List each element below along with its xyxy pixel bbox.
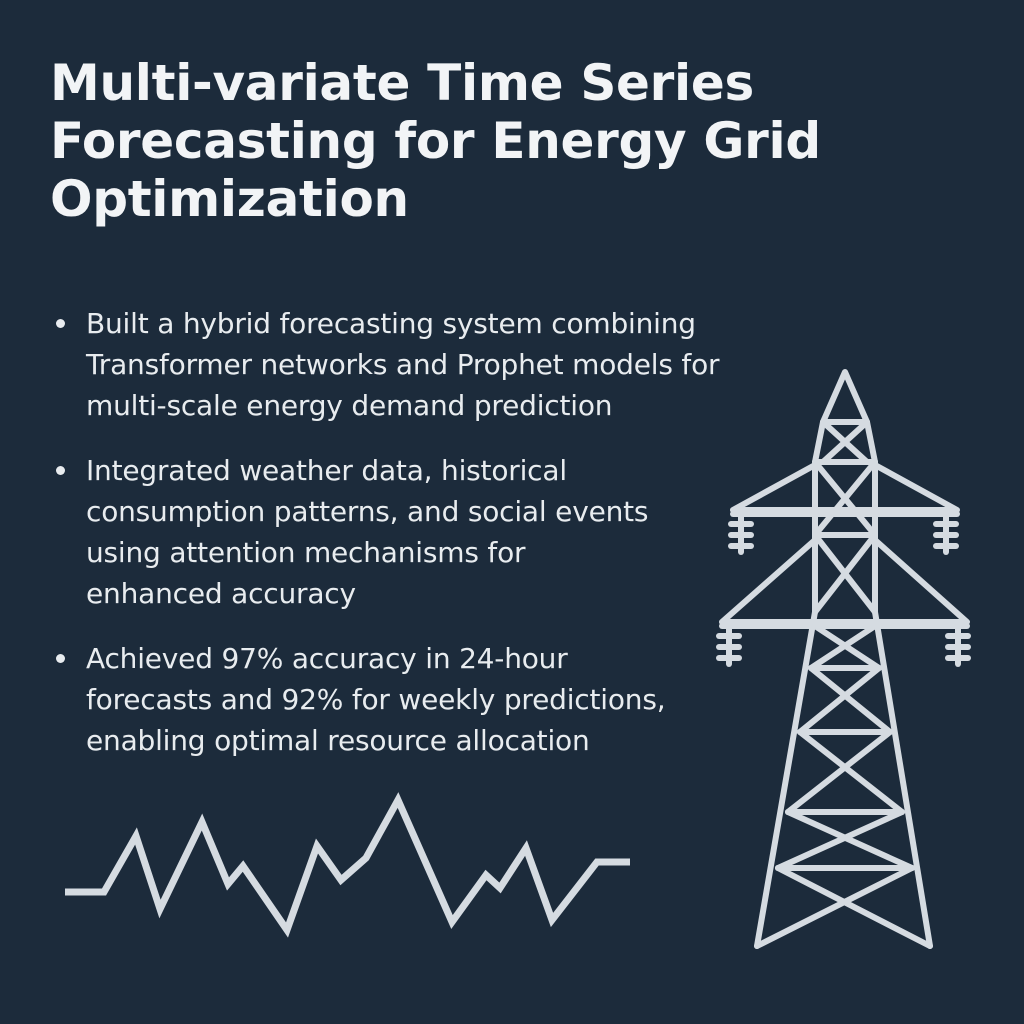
bullet-text-line: multi-scale energy demand prediction <box>86 389 613 422</box>
bullet-text-line: forecasts and 92% for weekly predictions… <box>86 683 666 716</box>
bullet-item-hybrid-system: Built a hybrid forecasting system combin… <box>52 303 812 426</box>
bullet-text-line: Transformer networks and Prophet models … <box>86 348 720 381</box>
time-series-wave-icon <box>65 792 630 938</box>
bullet-text-line: enabling optimal resource allocation <box>86 724 590 757</box>
bullet-item-integrated-data: Integrated weather data, historical cons… <box>52 450 812 614</box>
bullet-item-accuracy: Achieved 97% accuracy in 24-hour forecas… <box>52 638 812 761</box>
bullet-text-line: enhanced accuracy <box>86 577 356 610</box>
slide-title: Multi-variate Time Series Forecasting fo… <box>50 54 950 228</box>
bullet-text-line: consumption patterns, and social events <box>86 495 649 528</box>
bullet-text-line: Achieved 97% accuracy in 24-hour <box>86 642 568 675</box>
bullet-dot-icon <box>56 319 65 328</box>
bullet-dot-icon <box>56 466 65 475</box>
bullet-text-line: Integrated weather data, historical <box>86 454 567 487</box>
title-line-3: Optimization <box>50 170 409 228</box>
bullet-text-line: Built a hybrid forecasting system combin… <box>86 307 696 340</box>
bullet-dot-icon <box>56 654 65 663</box>
title-line-1: Multi-variate Time Series <box>50 54 754 112</box>
title-line-2: Forecasting for Energy Grid <box>50 112 821 170</box>
bullet-text-line: using attention mechanisms for <box>86 536 526 569</box>
bullet-list: Built a hybrid forecasting system combin… <box>52 303 812 785</box>
